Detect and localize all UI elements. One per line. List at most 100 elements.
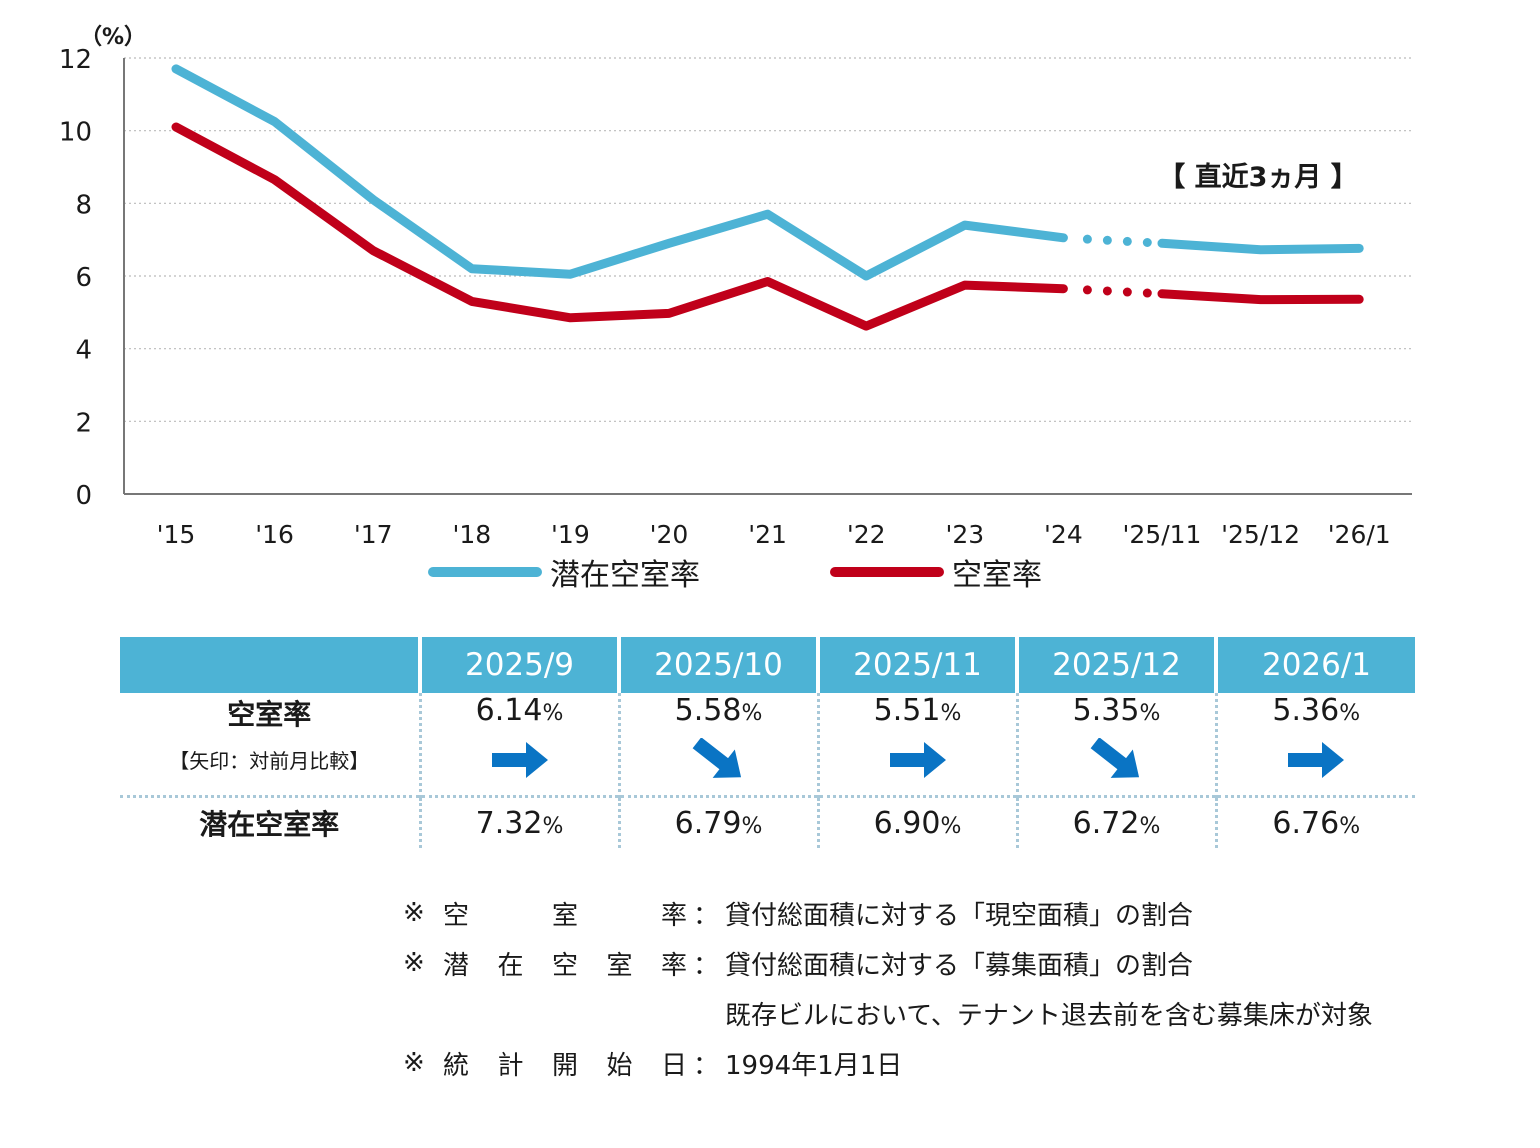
note-term-char: 率	[660, 950, 687, 981]
percent-sign: %	[1339, 813, 1361, 839]
x-tick-label: '17	[354, 520, 393, 549]
potential-value: 6.90	[873, 805, 941, 841]
x-tick-label: '15	[157, 520, 196, 549]
vacancy-cell: 5.51%	[816, 693, 1017, 797]
y-tick-label: 12	[59, 45, 92, 75]
vacancy-value: 5.58	[674, 693, 742, 728]
table-row-vacancy: 空室率 【矢印：対前月比較】 6.14% 5.58% 5.51% 5.35% 5…	[120, 693, 1415, 797]
x-tick-label: '18	[452, 520, 491, 549]
percent-sign: %	[940, 813, 962, 839]
table-header-month: 2026/1	[1214, 637, 1415, 693]
recent-3-months-annotation: 【 直近3ヵ月 】	[1158, 162, 1358, 193]
legend-vacancy-swatch	[830, 567, 944, 577]
note-term-char: 始	[606, 1050, 633, 1081]
note-term-char: 室	[551, 900, 578, 931]
y-tick-label: 2	[75, 408, 92, 438]
row-label-potential-cell: 潜在空室率	[120, 795, 420, 848]
potential-cell: 6.90%	[816, 795, 1017, 848]
note-mark: ※	[403, 898, 425, 928]
table-header-row: 2025/9 2025/10 2025/11 2025/12 2026/1	[120, 637, 1415, 693]
table-header-corner	[120, 637, 420, 693]
y-tick-label: 0	[75, 481, 92, 511]
x-tick-label: '21	[748, 520, 787, 549]
x-tick-label: '16	[255, 520, 294, 549]
potential-value: 6.76	[1272, 805, 1340, 841]
legend-potential-vacancy-swatch	[428, 567, 542, 577]
y-unit-label: （%）	[80, 25, 146, 50]
potential-value: 6.72	[1072, 805, 1140, 841]
arrow-icon-slot	[621, 738, 817, 782]
percent-sign: %	[1139, 701, 1161, 726]
x-tick-label: '26/1	[1328, 520, 1391, 549]
footnote-start-date: ※ 統 計 開 始 日 ： 1994年1月1日	[403, 1038, 1373, 1088]
footnote-potential-vacancy: ※ 潜 在 空 室 率 ： 貸付総面積に対する「募集面積」の割合	[403, 938, 1373, 988]
note-mark: ※	[403, 948, 425, 978]
x-tick-label: '20	[650, 520, 689, 549]
percent-sign: %	[542, 701, 564, 726]
note-term-char: 計	[497, 1050, 524, 1081]
footnote-potential-vacancy-detail: 既存ビルにおいて、テナント退去前を含む募集床が対象	[403, 988, 1373, 1038]
legend-potential-vacancy: 潜在空室率	[428, 548, 700, 596]
vacancy-value: 5.36	[1272, 693, 1340, 728]
note-term: 統 計 開 始 日	[443, 1045, 693, 1082]
x-tick-label: '19	[551, 520, 590, 549]
vacancy-value: 5.35	[1072, 693, 1140, 728]
arrow-down-right-icon	[1090, 738, 1139, 778]
row-label-potential-vacancy: 潜在空室率	[199, 808, 340, 841]
arrow-icon-slot	[820, 738, 1016, 782]
potential-vacancy-line	[171, 64, 1068, 281]
note-term-char: 統	[443, 1050, 470, 1081]
vacancy-table: 2025/9 2025/10 2025/11 2025/12 2026/1 空室…	[120, 637, 1415, 848]
potential-value: 7.32	[475, 805, 543, 841]
percent-sign: %	[542, 813, 564, 839]
vacancy-line-gap-dotted	[1082, 285, 1153, 298]
y-tick-label: 6	[75, 263, 92, 293]
vacancy-line	[171, 122, 1068, 331]
note-description: 既存ビルにおいて、テナント退去前を含む募集床が対象	[725, 1000, 1373, 1031]
arrow-right-icon	[889, 742, 946, 778]
percent-sign: %	[741, 813, 763, 839]
note-term-char: 在	[497, 950, 524, 981]
potential-cell: 6.79%	[617, 795, 818, 848]
potential-vacancy-line-recent	[1157, 238, 1364, 255]
note-term-char: 空	[551, 950, 578, 981]
footnotes: ※ 空 室 率 ： 貸付総面積に対する「現空面積」の割合 ※ 潜 在 空 室 率…	[403, 888, 1373, 1088]
percent-sign: %	[1139, 813, 1161, 839]
note-term-char: 開	[551, 1050, 578, 1081]
y-tick-label: 10	[59, 118, 92, 148]
potential-vacancy-line-gap-dotted	[1082, 234, 1153, 248]
x-tick-label: '24	[1044, 520, 1083, 549]
vacancy-value: 6.14	[475, 693, 543, 728]
note-term-char: 空	[443, 900, 470, 931]
note-description: 貸付総面積に対する「募集面積」の割合	[725, 950, 1194, 981]
arrow-icon-slot	[422, 738, 618, 782]
potential-cell: 6.72%	[1015, 795, 1216, 848]
note-term-char: 率	[660, 900, 687, 931]
vacancy-cell: 5.58%	[617, 693, 818, 797]
note-colon: ：	[693, 950, 720, 981]
x-tick-label: '25/12	[1221, 520, 1300, 549]
legend-potential-vacancy-label: 潜在空室率	[550, 558, 700, 593]
vacancy-cell: 5.36%	[1214, 693, 1416, 797]
y-tick-label: 8	[75, 190, 92, 220]
y-tick-label: 4	[75, 336, 92, 366]
note-term: 空 室 率	[443, 895, 693, 932]
table-header-month: 2025/11	[816, 637, 1017, 693]
note-description: 貸付総面積に対する「現空面積」の割合	[725, 900, 1194, 931]
vacancy-line-recent	[1157, 289, 1364, 305]
table-header-month: 2025/12	[1015, 637, 1216, 693]
potential-value: 6.79	[674, 805, 742, 841]
percent-sign: %	[940, 701, 962, 726]
row-label-vacancy: 空室率	[227, 698, 312, 731]
table-row-potential-vacancy: 潜在空室率 7.32% 6.79% 6.90% 6.72% 6.76%	[120, 795, 1415, 848]
note-colon: ：	[693, 900, 720, 931]
potential-cell: 6.76%	[1214, 795, 1415, 848]
legend-vacancy: 空室率	[830, 548, 1042, 596]
arrow-icon-slot	[1218, 738, 1416, 782]
percent-sign: %	[1339, 701, 1361, 726]
arrow-icon-slot	[1019, 738, 1215, 782]
potential-cell: 7.32%	[418, 795, 619, 848]
note-colon: ：	[693, 1050, 720, 1081]
vacancy-cell: 5.35%	[1015, 693, 1216, 797]
vacancy-cell: 6.14%	[418, 693, 619, 797]
